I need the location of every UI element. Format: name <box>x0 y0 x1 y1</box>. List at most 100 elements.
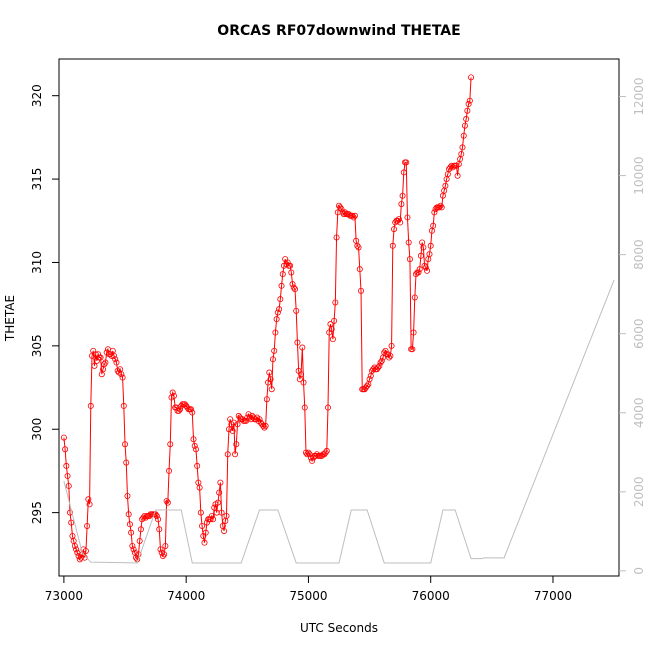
thetae-point <box>302 449 309 456</box>
x-tick-label: 73000 <box>45 589 83 603</box>
y2-tick-label: 0 <box>632 567 646 575</box>
thetae-point <box>421 262 428 269</box>
thetae-point <box>62 446 69 453</box>
thetae-point <box>261 424 268 431</box>
thetae-point <box>218 509 225 516</box>
thetae-point <box>461 122 468 129</box>
x-axis: 73000 74000 75000 76000 77000 <box>45 576 572 603</box>
thetae-point <box>395 216 402 223</box>
thetae-point <box>410 329 417 336</box>
x-tick-label: 74000 <box>167 589 205 603</box>
y2-axis: 0 2000 4000 6000 8000 10000 12000 <box>619 77 646 575</box>
thetae-point <box>202 529 209 536</box>
thetae-point <box>125 511 132 518</box>
thetae-point <box>409 346 416 353</box>
thetae-point <box>67 509 74 516</box>
thetae-point <box>442 182 449 189</box>
thetae-point <box>119 374 126 381</box>
thetae-point <box>91 362 98 369</box>
thetae-point <box>399 192 406 199</box>
thetae-point <box>322 449 329 456</box>
thetae-point <box>305 449 312 456</box>
thetae-point <box>436 204 443 211</box>
thetae-point <box>460 132 467 139</box>
thetae-point <box>398 201 405 208</box>
plot-frame <box>58 58 620 577</box>
thetae-point <box>232 451 239 458</box>
y-tick-label: 320 <box>30 84 44 107</box>
thetae-point <box>272 329 279 336</box>
thetae-point <box>375 364 382 371</box>
thetae-point <box>199 522 206 529</box>
thetae-point <box>201 539 208 546</box>
y2-tick-label: 6000 <box>632 318 646 349</box>
thetae-point <box>304 451 311 458</box>
thetae-point <box>411 294 418 301</box>
thetae-point <box>406 256 413 263</box>
thetae-point <box>112 356 119 363</box>
x-tick-label: 76000 <box>412 589 450 603</box>
thetae-point <box>291 286 298 293</box>
y-axis: 295 300 305 310 315 320 <box>30 84 59 524</box>
thetae-point <box>351 212 358 219</box>
thetae-point <box>299 344 306 351</box>
thetae-point <box>354 242 361 249</box>
thetae-point <box>256 416 263 423</box>
thetae-point <box>135 551 142 558</box>
thetae-point <box>167 441 174 448</box>
thetae-point <box>169 389 176 396</box>
y-tick-label: 300 <box>30 418 44 441</box>
thetae-point <box>130 546 137 553</box>
thetae-point <box>233 441 240 448</box>
thetae-point <box>349 212 356 219</box>
y2-tick-label: 4000 <box>632 397 646 428</box>
y-tick-label: 310 <box>30 251 44 274</box>
thetae-point <box>386 354 393 361</box>
thetae-point <box>214 499 221 506</box>
thetae-point <box>207 516 214 523</box>
thetae-point <box>191 442 198 449</box>
thetae-point <box>190 436 197 443</box>
thetae-point <box>230 419 237 426</box>
thetae-point <box>301 404 308 411</box>
thetae-point <box>221 527 228 534</box>
thetae-point <box>350 214 357 221</box>
thetae-point <box>224 451 231 458</box>
thetae-point <box>161 551 168 558</box>
thetae-point <box>245 411 252 418</box>
thetae-point <box>113 359 120 366</box>
y-tick-label: 295 <box>30 501 44 524</box>
thetae-point <box>71 542 78 549</box>
thetae-point <box>355 244 362 251</box>
thetae-point <box>463 116 470 123</box>
thetae-point <box>358 287 365 294</box>
thetae-point <box>126 521 133 528</box>
thetae-point <box>170 392 177 399</box>
thetae-point <box>415 269 422 276</box>
thetae-point <box>137 526 144 533</box>
thetae-point <box>298 371 305 378</box>
thetae-point <box>122 441 129 448</box>
thetae-point <box>290 284 297 291</box>
thetae-point <box>300 379 307 386</box>
thetae-point <box>430 222 437 229</box>
thetae-point <box>216 489 223 496</box>
thetae-point <box>465 101 472 108</box>
thetae-point <box>269 356 276 363</box>
thetae-point <box>331 317 338 324</box>
series-layer <box>60 74 615 564</box>
thetae-point <box>458 151 465 158</box>
thetae-point <box>162 542 169 549</box>
thetae-point <box>438 204 445 211</box>
y2-tick-label: 8000 <box>632 239 646 270</box>
thetae-point <box>196 484 203 491</box>
thetae-point <box>175 407 182 414</box>
thetae-point <box>454 172 461 179</box>
thetae-point <box>279 271 286 278</box>
y2-tick-label: 12000 <box>632 77 646 115</box>
thetae-point <box>210 516 217 523</box>
thetae-point <box>293 307 300 314</box>
thetae-point <box>459 144 466 151</box>
thetae-point <box>437 202 444 209</box>
